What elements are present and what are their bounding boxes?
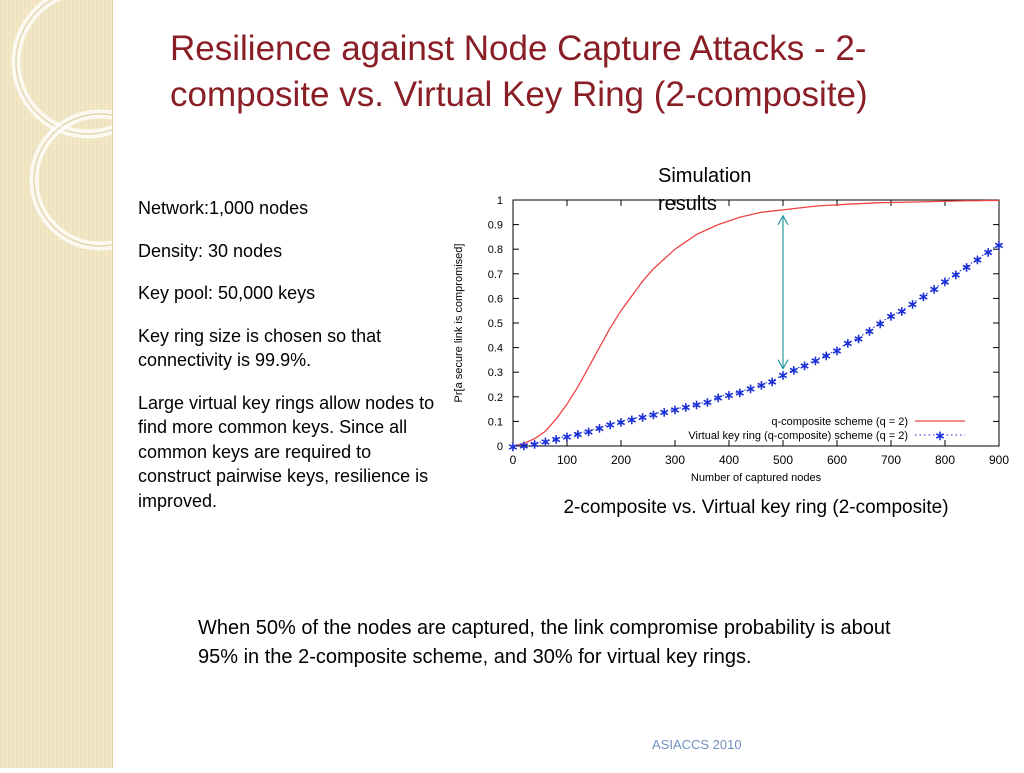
data-point-virtual-key-ring: ∗ bbox=[799, 358, 810, 373]
data-point-virtual-key-ring: ∗ bbox=[821, 348, 832, 363]
data-point-virtual-key-ring: ∗ bbox=[572, 427, 583, 442]
conclusion-text: When 50% of the nodes are captured, the … bbox=[198, 617, 891, 668]
x-tick-label: 500 bbox=[773, 453, 793, 467]
y-tick-label: 0.5 bbox=[488, 318, 503, 330]
note-network: Network:1,000 nodes bbox=[138, 198, 309, 218]
data-point-virtual-key-ring: ∗ bbox=[810, 353, 821, 368]
data-point-virtual-key-ring: ∗ bbox=[896, 304, 907, 319]
comparison-arrow-head-bottom bbox=[777, 359, 789, 370]
y-tick-label: 0.7 bbox=[488, 269, 503, 281]
data-point-virtual-key-ring: ∗ bbox=[778, 368, 789, 383]
note-key-ring-size: Key ring size is chosen so that connecti… bbox=[138, 325, 382, 371]
data-point-virtual-key-ring: ∗ bbox=[562, 429, 573, 444]
data-point-virtual-key-ring: ∗ bbox=[875, 316, 886, 331]
data-point-virtual-key-ring: ∗ bbox=[907, 296, 918, 311]
series-line-virtual-key-ring bbox=[512, 243, 1000, 447]
data-point-virtual-key-ring: ∗ bbox=[702, 395, 713, 410]
x-tick-label: 700 bbox=[881, 453, 901, 467]
x-tick-label: 200 bbox=[611, 453, 631, 467]
data-point-virtual-key-ring: ∗ bbox=[940, 274, 951, 289]
data-point-virtual-key-ring: ∗ bbox=[648, 407, 659, 422]
data-point-virtual-key-ring: ∗ bbox=[886, 309, 897, 324]
data-point-virtual-key-ring: ∗ bbox=[734, 385, 745, 400]
x-axis-label: Number of captured nodes bbox=[691, 472, 822, 484]
data-point-virtual-key-ring: ∗ bbox=[724, 387, 735, 402]
data-point-virtual-key-ring: ∗ bbox=[508, 439, 519, 454]
x-tick-label: 100 bbox=[557, 453, 577, 467]
data-point-virtual-key-ring: ∗ bbox=[756, 378, 767, 393]
data-point-virtual-key-ring: ∗ bbox=[637, 409, 648, 424]
comparison-arrow-head-top bbox=[777, 214, 789, 226]
compromise-probability-chart: 0 0.1 0.2 0.3 0.4 0.5 0.6 0.7 0.8 0.9 1 0 100 200 300 4… bbox=[453, 195, 1009, 518]
data-point-virtual-key-ring: ∗ bbox=[842, 336, 853, 351]
note-density: Density: 30 nodes bbox=[138, 240, 283, 261]
parameter-notes: Network:1,000 nodes Density: 30 nodes Ke… bbox=[138, 196, 438, 519]
data-point-virtual-key-ring: ∗ bbox=[583, 424, 594, 439]
y-tick-label: 0.6 bbox=[488, 293, 503, 305]
chart-caption: 2-composite vs. Virtual key ring (2-comp… bbox=[563, 497, 948, 518]
data-point-virtual-key-ring: ∗ bbox=[961, 259, 972, 274]
x-tick-label: 900 bbox=[989, 453, 1009, 467]
data-point-virtual-key-ring: ∗ bbox=[767, 374, 778, 389]
series-line-q-composite bbox=[512, 199, 999, 447]
y-tick-label: 0.1 bbox=[488, 416, 503, 428]
data-point-virtual-key-ring: ∗ bbox=[594, 421, 605, 436]
data-point-virtual-key-ring: ∗ bbox=[659, 405, 670, 420]
note-key-pool: Key pool: 50,000 keys bbox=[138, 283, 316, 303]
x-tick-label: 600 bbox=[827, 453, 847, 467]
y-tick-label: 0.9 bbox=[488, 220, 503, 232]
legend-marker-virtual-key-ring: ∗ bbox=[935, 428, 946, 443]
data-point-virtual-key-ring: ∗ bbox=[518, 438, 529, 453]
data-point-virtual-key-ring: ∗ bbox=[529, 437, 540, 452]
data-point-virtual-key-ring: ∗ bbox=[605, 417, 616, 432]
x-tick-label: 0 bbox=[510, 453, 517, 467]
data-point-virtual-key-ring: ∗ bbox=[713, 390, 724, 405]
plot-frame bbox=[512, 199, 1000, 447]
x-tick-label: 800 bbox=[935, 453, 955, 467]
x-tick-label: 400 bbox=[719, 453, 739, 467]
simulation-results-label: Simulation results bbox=[658, 165, 752, 215]
data-point-virtual-key-ring: ∗ bbox=[950, 267, 961, 282]
data-point-virtual-key-ring: ∗ bbox=[994, 237, 1005, 252]
data-point-virtual-key-ring: ∗ bbox=[670, 402, 681, 417]
legend-label-q-composite: q-composite scheme (q = 2) bbox=[771, 416, 908, 428]
data-point-virtual-key-ring: ∗ bbox=[691, 397, 702, 412]
note-virtual-rings: Large virtual key rings allow nodes to f… bbox=[138, 392, 435, 511]
y-tick-label: 0.2 bbox=[488, 392, 503, 404]
y-tick-label: 0.4 bbox=[488, 343, 503, 355]
y-tick-label: 0 bbox=[497, 441, 503, 453]
data-point-virtual-key-ring: ∗ bbox=[983, 245, 994, 260]
data-point-virtual-key-ring: ∗ bbox=[551, 432, 562, 447]
data-point-virtual-key-ring: ∗ bbox=[864, 323, 875, 338]
data-point-virtual-key-ring: ∗ bbox=[929, 282, 940, 297]
y-tick-label: 1 bbox=[497, 195, 503, 207]
data-point-virtual-key-ring: ∗ bbox=[853, 331, 864, 346]
y-axis-label: Pr[a secure link is compromised] bbox=[453, 244, 465, 403]
y-tick-label: 0.8 bbox=[488, 244, 503, 256]
legend-label-virtual-key-ring: Virtual key ring (q-composite) scheme (q… bbox=[688, 430, 908, 442]
x-tick-label: 300 bbox=[665, 453, 685, 467]
data-point-virtual-key-ring: ∗ bbox=[680, 400, 691, 415]
data-point-virtual-key-ring: ∗ bbox=[540, 434, 551, 449]
decorative-sidebar bbox=[0, 0, 171, 768]
ring-decoration-icon bbox=[11, 0, 171, 251]
data-point-virtual-key-ring: ∗ bbox=[972, 252, 983, 267]
data-point-virtual-key-ring: ∗ bbox=[918, 289, 929, 304]
y-tick-label: 0.3 bbox=[488, 367, 503, 379]
data-point-virtual-key-ring: ∗ bbox=[745, 381, 756, 396]
data-point-virtual-key-ring: ∗ bbox=[832, 343, 843, 358]
slide-title: Resilience against Node Capture Attacks … bbox=[170, 29, 868, 114]
data-point-virtual-key-ring: ∗ bbox=[626, 412, 637, 427]
data-point-virtual-key-ring: ∗ bbox=[788, 363, 799, 378]
footer-conference: ASIACCS 2010 bbox=[652, 737, 742, 752]
data-point-virtual-key-ring: ∗ bbox=[616, 414, 627, 429]
